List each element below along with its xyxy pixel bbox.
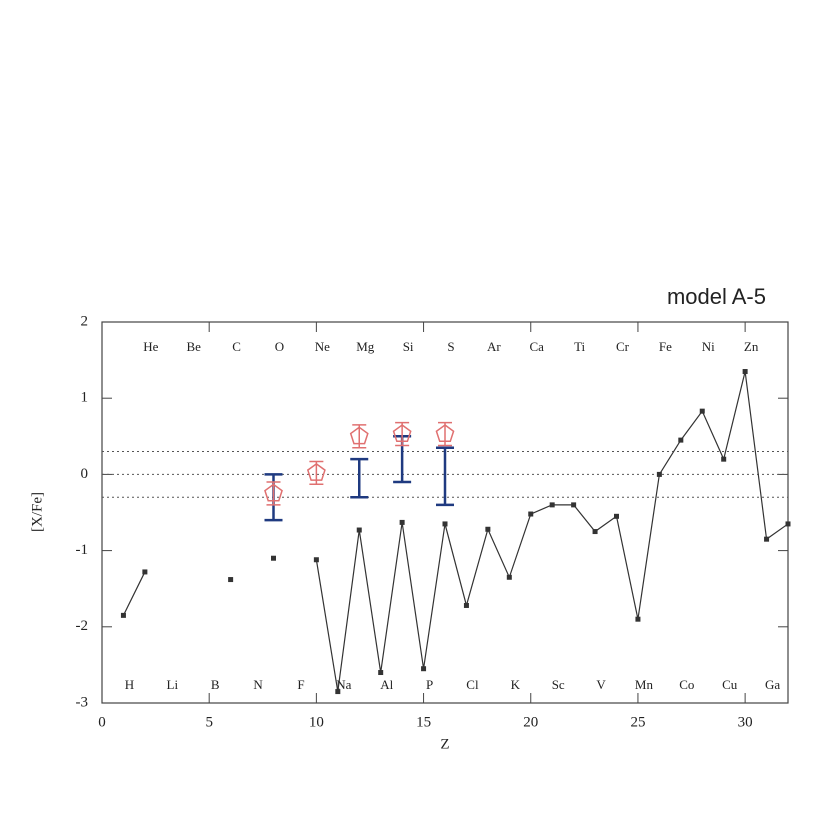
x-tick-label: 0 bbox=[98, 714, 106, 730]
x-tick-label: 30 bbox=[738, 714, 753, 730]
x-axis-label: Z bbox=[440, 736, 449, 752]
model-point bbox=[592, 529, 598, 535]
y-axis-label: [X/Fe] bbox=[29, 492, 45, 532]
element-label: B bbox=[211, 677, 220, 692]
model-point bbox=[271, 555, 276, 561]
element-label: Cl bbox=[466, 677, 479, 692]
element-label: Sc bbox=[552, 677, 565, 692]
element-label: N bbox=[253, 677, 263, 692]
y-tick-label: -2 bbox=[76, 618, 89, 634]
element-label: Zn bbox=[744, 339, 759, 354]
element-label: He bbox=[143, 339, 158, 354]
model-point bbox=[120, 612, 126, 618]
element-label: Mg bbox=[356, 339, 375, 354]
element-label: P bbox=[426, 677, 433, 692]
observation-point bbox=[435, 424, 455, 443]
element-label: S bbox=[447, 339, 454, 354]
range-bar bbox=[350, 457, 369, 499]
observation-point bbox=[264, 483, 283, 502]
element-label: Ne bbox=[315, 339, 330, 354]
x-tick-label: 15 bbox=[416, 714, 431, 730]
element-label: Ga bbox=[765, 677, 780, 692]
model-point bbox=[614, 513, 619, 519]
model-point bbox=[335, 689, 341, 695]
element-label: Li bbox=[167, 677, 179, 692]
model-point bbox=[356, 527, 362, 533]
model-point bbox=[571, 502, 577, 508]
range-bar bbox=[436, 446, 454, 507]
element-label: Ar bbox=[487, 339, 501, 354]
element-label: Al bbox=[380, 677, 393, 692]
model-point bbox=[485, 526, 491, 532]
element-label: F bbox=[297, 677, 304, 692]
element-label: O bbox=[275, 339, 284, 354]
x-tick-label: 25 bbox=[630, 714, 645, 730]
observation-point bbox=[349, 426, 369, 445]
element-label: H bbox=[125, 677, 134, 692]
element-label: Co bbox=[679, 677, 694, 692]
model-point bbox=[635, 616, 641, 622]
plot-frame bbox=[101, 321, 789, 704]
x-tick-label: 20 bbox=[523, 714, 538, 730]
model-point bbox=[313, 557, 319, 563]
model-point bbox=[506, 574, 512, 580]
model-point bbox=[699, 408, 705, 414]
model-point bbox=[764, 536, 770, 542]
model-point bbox=[442, 521, 448, 527]
y-tick-label: -3 bbox=[76, 694, 89, 710]
element-label: Na bbox=[336, 677, 351, 692]
y-tick-label: 2 bbox=[81, 313, 89, 329]
model-line bbox=[122, 371, 788, 692]
element-label: Ti bbox=[574, 339, 585, 354]
model-point bbox=[785, 521, 791, 527]
observation-point bbox=[306, 462, 326, 481]
y-tick-label: -1 bbox=[76, 542, 89, 558]
model-point bbox=[228, 577, 234, 583]
element-label: C bbox=[232, 339, 241, 354]
element-label: Cr bbox=[616, 339, 630, 354]
observation-point bbox=[392, 424, 412, 443]
element-label: Ca bbox=[530, 339, 545, 354]
model-point bbox=[528, 511, 534, 517]
model-point bbox=[549, 502, 555, 508]
model-point bbox=[142, 569, 148, 575]
y-tick-label: 1 bbox=[81, 390, 89, 406]
x-tick-label: 5 bbox=[205, 714, 213, 730]
chart-title: model A-5 bbox=[667, 284, 766, 309]
model-point bbox=[463, 602, 469, 608]
y-tick-label: 0 bbox=[81, 466, 89, 482]
element-label: Be bbox=[187, 339, 202, 354]
model-point bbox=[742, 369, 748, 375]
element-label: Ni bbox=[702, 339, 715, 354]
model-point bbox=[399, 519, 405, 525]
model-point bbox=[656, 471, 662, 477]
element-label: Cu bbox=[722, 677, 738, 692]
model-point bbox=[721, 456, 727, 462]
element-label: Si bbox=[403, 339, 414, 354]
model-point bbox=[421, 666, 427, 672]
x-tick-label: 10 bbox=[309, 714, 324, 730]
element-label: K bbox=[511, 677, 521, 692]
element-label: V bbox=[596, 677, 606, 692]
element-label: Mn bbox=[635, 677, 654, 692]
model-point bbox=[378, 670, 384, 676]
model-point bbox=[678, 437, 684, 443]
element-label: Fe bbox=[659, 339, 672, 354]
